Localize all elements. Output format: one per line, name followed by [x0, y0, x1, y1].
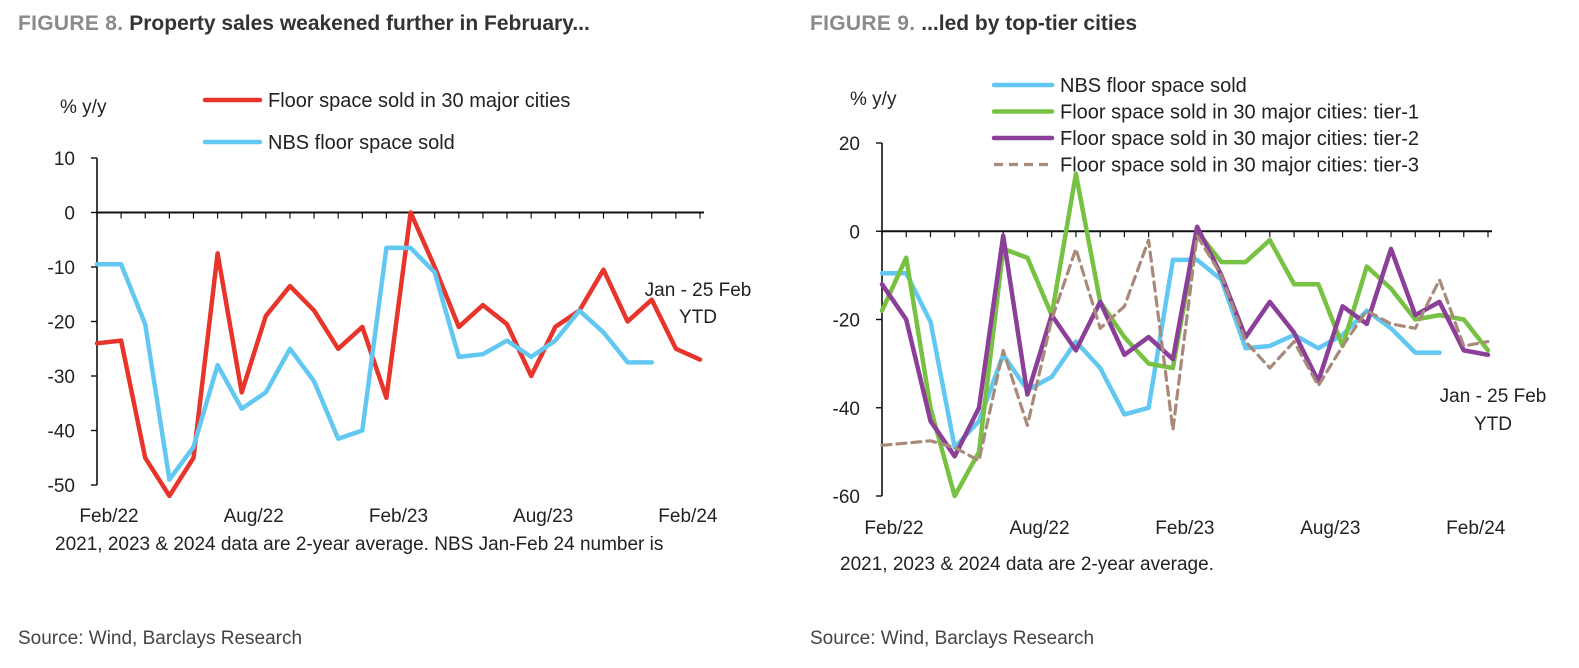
series-line-2 [879, 224, 1491, 459]
legend-label-0: NBS floor space sold [1060, 75, 1247, 97]
series-line-0 [879, 257, 1442, 450]
x-tick-label: Aug/23 [1300, 518, 1360, 539]
figure-8-panel: FIGURE 8. Property sales weakened furthe… [18, 12, 752, 649]
x-tick-label: Feb/24 [658, 506, 718, 527]
legend-label-3: Floor space sold in 30 major cities: tie… [1060, 155, 1419, 177]
x-tick-label: Feb/23 [1155, 518, 1214, 539]
legend-label-2: Floor space sold in 30 major cities: tie… [1060, 128, 1419, 150]
figure-8-heading: Property sales weakened further in Febru… [129, 12, 590, 35]
series-line-3 [880, 234, 1490, 463]
y-tick-label: 0 [849, 222, 860, 243]
y-tick-label: -40 [833, 399, 860, 420]
annotation-line: YTD [1474, 414, 1512, 435]
x-tick-label: Feb/24 [1446, 518, 1506, 539]
y-axis-label: % y/y [850, 89, 897, 110]
legend-label-0: Floor space sold in 30 major cities [268, 90, 570, 112]
y-tick-label: 0 [64, 204, 75, 225]
y-tick-label: -20 [48, 313, 75, 334]
y-tick-label: 10 [54, 149, 75, 170]
chart-note: 2021, 2023 & 2024 data are 2-year averag… [840, 554, 1214, 575]
y-tick-label: -60 [833, 487, 860, 508]
x-tick-label: Feb/23 [369, 506, 428, 527]
x-tick-label: Feb/22 [864, 518, 923, 539]
x-tick-label: Feb/22 [79, 506, 138, 527]
annotation-line: Jan - 25 Feb [1440, 386, 1547, 407]
figure-8-source: Source: Wind, Barclays Research [18, 628, 303, 649]
chart-note: 2021, 2023 & 2024 data are 2-year averag… [55, 534, 663, 555]
y-tick-label: -40 [48, 422, 75, 443]
figure-8-title: FIGURE 8. Property sales weakened furthe… [18, 12, 590, 36]
y-tick-label: -10 [48, 258, 75, 279]
y-tick-label: -50 [48, 476, 75, 497]
figure-9-title: FIGURE 9. ...led by top-tier cities [810, 12, 1137, 36]
y-tick-label: 20 [839, 134, 860, 155]
legend-label-1: NBS floor space sold [268, 132, 455, 154]
legend-label-1: Floor space sold in 30 major cities: tie… [1060, 102, 1419, 124]
series-line-1 [94, 245, 655, 482]
figure-9-heading: ...led by top-tier cities [921, 12, 1138, 35]
y-tick-label: -30 [48, 367, 75, 388]
series-line-0 [94, 210, 703, 499]
annotation-line: Jan - 25 Feb [645, 280, 752, 301]
x-tick-label: Aug/22 [1009, 518, 1069, 539]
figure-9-panel: FIGURE 9. ...led by top-tier cities 20 0 -… [790, 0, 1579, 668]
y-axis-label: % y/y [60, 97, 107, 118]
figure-9-number: FIGURE 9. [810, 12, 916, 35]
x-tick-label: Aug/23 [513, 506, 573, 527]
figure-9-source: Source: Wind, Barclays Research [810, 628, 1095, 649]
figure-8-number: FIGURE 8. [18, 12, 124, 35]
x-tick-label: Aug/22 [224, 506, 284, 527]
y-tick-label: -20 [833, 311, 860, 332]
annotation-line: YTD [679, 307, 717, 328]
